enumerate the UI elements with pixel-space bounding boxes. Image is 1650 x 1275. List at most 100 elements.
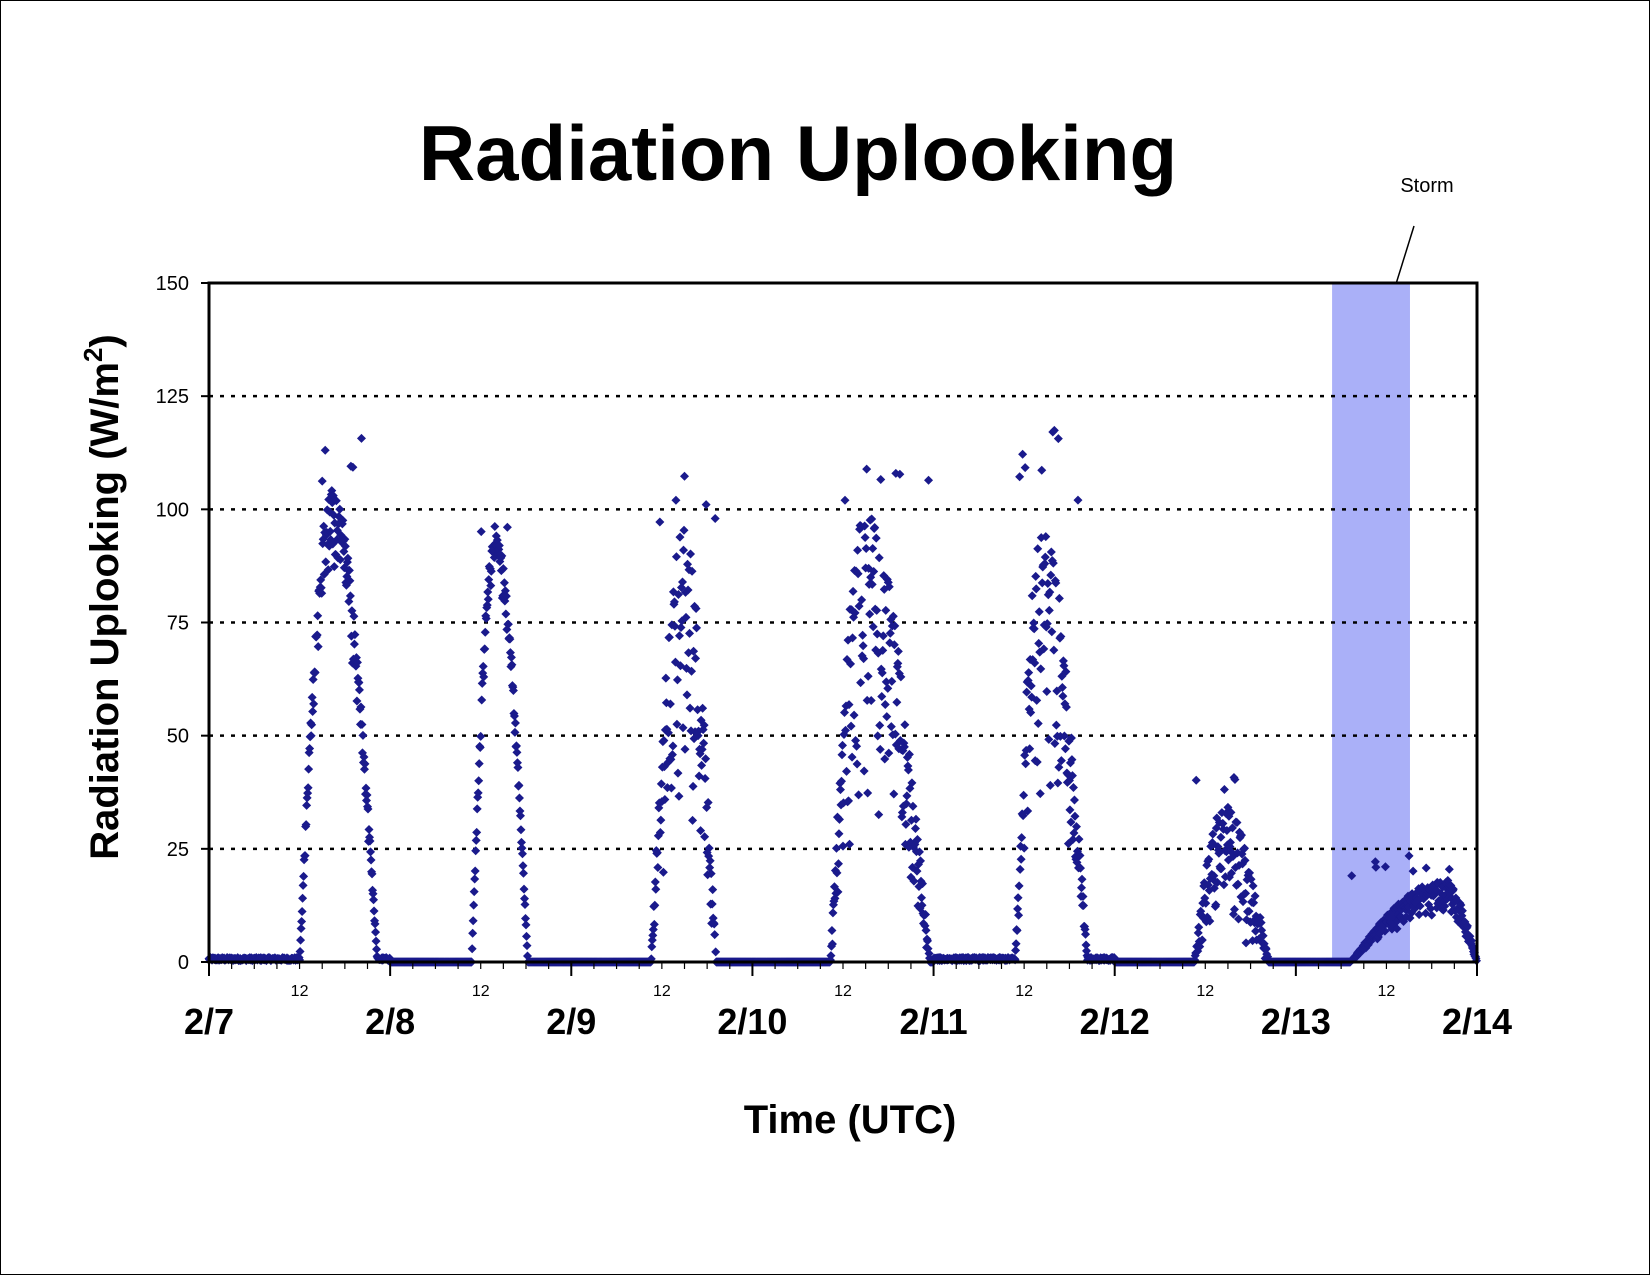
data-point bbox=[1457, 906, 1467, 916]
chart-title: Radiation Uplooking bbox=[419, 109, 1177, 197]
data-point bbox=[1071, 822, 1081, 832]
data-point bbox=[853, 545, 863, 555]
data-point bbox=[1216, 864, 1226, 874]
data-point bbox=[297, 917, 307, 927]
data-point bbox=[307, 692, 317, 702]
data-point bbox=[881, 677, 891, 687]
data-point bbox=[1031, 584, 1041, 594]
y-tick-label-50: 50 bbox=[167, 726, 189, 748]
data-point bbox=[1204, 854, 1214, 864]
data-points bbox=[204, 425, 1481, 967]
data-point bbox=[1032, 695, 1042, 705]
data-point bbox=[687, 566, 697, 576]
data-point bbox=[1044, 605, 1054, 615]
data-point bbox=[354, 678, 364, 688]
data-point bbox=[1013, 893, 1023, 903]
y-axis-label: Radiation Uplooking (W/m2) bbox=[78, 334, 127, 860]
data-point bbox=[849, 710, 859, 720]
data-point bbox=[321, 557, 331, 567]
data-point bbox=[828, 908, 838, 918]
data-point bbox=[1035, 789, 1045, 799]
storm-annotation-leader bbox=[1395, 225, 1415, 285]
data-point bbox=[358, 730, 368, 740]
data-point bbox=[827, 939, 837, 949]
data-point bbox=[494, 540, 504, 550]
data-point bbox=[902, 791, 912, 801]
data-point bbox=[667, 750, 677, 760]
data-point bbox=[345, 576, 355, 586]
data-point bbox=[1027, 591, 1037, 601]
data-point bbox=[503, 619, 513, 629]
data-point bbox=[1025, 744, 1035, 754]
data-point bbox=[710, 930, 720, 940]
data-point bbox=[359, 752, 369, 762]
data-point bbox=[1069, 795, 1079, 805]
data-point bbox=[1026, 681, 1036, 691]
data-point bbox=[1068, 835, 1078, 845]
data-point bbox=[1075, 863, 1085, 873]
data-point bbox=[918, 879, 928, 889]
y-tick-label-0: 0 bbox=[178, 952, 189, 974]
data-point bbox=[653, 863, 663, 873]
data-point bbox=[1051, 720, 1061, 730]
y-axis-label-close: ) bbox=[83, 334, 127, 347]
data-point bbox=[889, 789, 899, 799]
data-point bbox=[675, 532, 685, 542]
x-tick-label-day: 2/13 bbox=[1261, 1001, 1331, 1042]
data-point bbox=[369, 906, 379, 916]
data-point bbox=[1444, 864, 1454, 874]
x-tick-label-day: 2/12 bbox=[1080, 1001, 1150, 1042]
data-point bbox=[1205, 916, 1215, 926]
data-point bbox=[1427, 910, 1437, 920]
data-point bbox=[862, 464, 872, 474]
data-point bbox=[1245, 868, 1255, 878]
data-point bbox=[486, 581, 496, 591]
y-tick-label-150: 150 bbox=[156, 273, 189, 295]
data-point bbox=[516, 837, 526, 847]
data-point bbox=[366, 855, 376, 865]
data-point bbox=[647, 942, 657, 952]
data-point bbox=[349, 611, 359, 621]
x-tick-label-day: 2/10 bbox=[717, 1001, 787, 1042]
data-point bbox=[1229, 904, 1239, 914]
data-point bbox=[522, 941, 532, 951]
data-point bbox=[366, 847, 376, 857]
data-point bbox=[863, 671, 873, 681]
data-point bbox=[1225, 837, 1235, 847]
data-point bbox=[501, 591, 511, 601]
data-point bbox=[923, 936, 933, 946]
data-point bbox=[912, 866, 922, 876]
data-point bbox=[305, 744, 315, 754]
data-point bbox=[865, 609, 875, 619]
data-point bbox=[509, 711, 519, 721]
data-point bbox=[329, 562, 339, 572]
data-point bbox=[1037, 465, 1047, 475]
data-point bbox=[873, 731, 883, 741]
data-point bbox=[298, 893, 308, 903]
data-point bbox=[1074, 834, 1084, 844]
y-tick-label-25: 25 bbox=[167, 839, 189, 861]
data-point bbox=[352, 657, 362, 667]
data-point bbox=[300, 851, 310, 861]
data-point bbox=[867, 514, 877, 524]
data-point bbox=[1347, 871, 1357, 881]
data-point bbox=[896, 672, 906, 682]
data-point bbox=[516, 825, 526, 835]
data-point bbox=[1042, 619, 1052, 629]
data-point bbox=[1053, 434, 1063, 444]
data-point bbox=[359, 764, 369, 774]
data-point bbox=[886, 722, 896, 732]
data-point bbox=[1015, 472, 1025, 482]
data-point bbox=[356, 433, 366, 443]
x-tick-label-noon: 12 bbox=[834, 983, 852, 1000]
data-point bbox=[687, 666, 697, 676]
data-point bbox=[1241, 888, 1251, 898]
data-point bbox=[474, 776, 484, 786]
data-point bbox=[507, 660, 517, 670]
data-point bbox=[697, 744, 707, 754]
data-point bbox=[473, 788, 483, 798]
data-point bbox=[480, 627, 490, 637]
data-point bbox=[1049, 425, 1059, 435]
data-point bbox=[907, 778, 917, 788]
